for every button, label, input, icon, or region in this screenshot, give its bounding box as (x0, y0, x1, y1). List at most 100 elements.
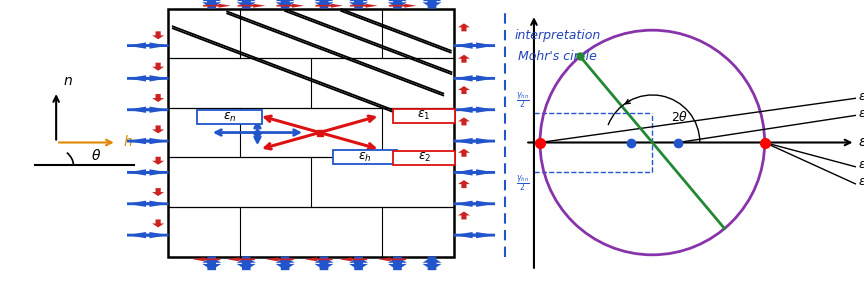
FancyArrow shape (454, 138, 495, 144)
FancyArrow shape (349, 256, 368, 270)
FancyArrow shape (458, 55, 470, 63)
FancyArrow shape (454, 75, 495, 82)
FancyArrow shape (227, 257, 255, 261)
FancyArrow shape (127, 201, 168, 207)
FancyArrow shape (454, 169, 495, 176)
FancyArrow shape (127, 169, 168, 176)
FancyArrow shape (266, 257, 294, 261)
Text: $\theta$: $\theta$ (91, 148, 101, 163)
FancyArrow shape (238, 4, 265, 8)
FancyArrow shape (237, 256, 256, 270)
FancyArrow shape (152, 125, 164, 133)
FancyArrow shape (458, 180, 470, 188)
FancyArrow shape (127, 42, 168, 49)
Bar (333, 150, 397, 164)
FancyArrow shape (202, 0, 221, 9)
FancyArrow shape (152, 219, 164, 227)
Text: h: h (124, 135, 132, 150)
FancyArrow shape (314, 256, 334, 270)
FancyArrow shape (276, 0, 295, 9)
FancyArrow shape (127, 232, 168, 238)
Text: $\varepsilon_h$: $\varepsilon_h$ (858, 177, 864, 190)
FancyArrow shape (152, 94, 164, 102)
FancyArrow shape (388, 0, 407, 9)
FancyArrow shape (314, 256, 334, 270)
FancyArrow shape (127, 201, 168, 207)
FancyArrow shape (202, 256, 221, 270)
FancyArrow shape (349, 256, 368, 270)
FancyArrow shape (458, 117, 470, 125)
FancyArrow shape (454, 42, 495, 49)
Text: $2\theta$: $2\theta$ (671, 110, 689, 124)
FancyArrow shape (152, 63, 164, 71)
FancyArrow shape (422, 256, 442, 270)
FancyArrow shape (127, 75, 168, 82)
FancyArrow shape (378, 257, 406, 261)
FancyArrow shape (458, 86, 470, 94)
FancyArrow shape (193, 257, 220, 261)
FancyArrow shape (458, 149, 470, 157)
FancyArrow shape (454, 201, 495, 207)
FancyArrow shape (127, 75, 168, 82)
FancyArrow shape (127, 42, 168, 49)
Text: $\varepsilon$: $\varepsilon$ (858, 135, 864, 150)
FancyArrow shape (349, 0, 368, 9)
Text: $\varepsilon_n$: $\varepsilon_n$ (223, 111, 236, 124)
FancyArrow shape (276, 256, 295, 270)
FancyArrow shape (454, 75, 495, 82)
FancyArrow shape (305, 257, 333, 261)
FancyArrow shape (349, 0, 368, 9)
FancyArrow shape (315, 4, 343, 8)
FancyArrow shape (388, 256, 407, 270)
FancyArrow shape (454, 232, 495, 238)
FancyArrow shape (127, 107, 168, 113)
FancyArrow shape (152, 188, 164, 196)
FancyArrow shape (454, 107, 495, 113)
FancyArrow shape (388, 0, 407, 9)
Text: Mohr's circle: Mohr's circle (518, 50, 597, 64)
Text: $\varepsilon_h$: $\varepsilon_h$ (359, 150, 372, 164)
FancyArrow shape (454, 201, 495, 207)
Text: $\varepsilon_1$: $\varepsilon_1$ (858, 160, 864, 173)
FancyArrow shape (237, 0, 256, 9)
FancyArrow shape (458, 211, 470, 219)
Text: $\varepsilon_2$: $\varepsilon_2$ (417, 151, 431, 164)
FancyArrow shape (454, 169, 495, 176)
FancyArrow shape (388, 256, 407, 270)
FancyArrow shape (202, 0, 221, 9)
FancyArrow shape (276, 0, 295, 9)
FancyArrow shape (127, 232, 168, 238)
Bar (393, 109, 455, 123)
Text: interpretation: interpretation (514, 29, 600, 42)
FancyArrow shape (276, 256, 295, 270)
FancyArrow shape (340, 257, 367, 261)
Bar (168, 9, 454, 256)
FancyArrow shape (127, 138, 168, 144)
FancyArrow shape (422, 0, 442, 9)
FancyArrow shape (454, 42, 495, 49)
FancyArrow shape (314, 0, 334, 9)
FancyArrow shape (422, 256, 442, 270)
FancyArrow shape (127, 138, 168, 144)
FancyArrow shape (454, 232, 495, 238)
FancyArrow shape (152, 31, 164, 39)
Bar (393, 151, 455, 165)
FancyArrow shape (350, 4, 378, 8)
FancyArrow shape (276, 4, 304, 8)
Bar (197, 110, 262, 124)
Text: $\varepsilon_1$: $\varepsilon_1$ (417, 109, 431, 122)
FancyArrow shape (127, 169, 168, 176)
FancyArrow shape (389, 4, 416, 8)
Text: $\varepsilon_n$: $\varepsilon_n$ (858, 109, 864, 122)
FancyArrow shape (237, 256, 256, 270)
FancyArrow shape (454, 107, 495, 113)
FancyArrow shape (314, 0, 334, 9)
FancyArrow shape (127, 107, 168, 113)
Text: n: n (63, 74, 72, 88)
Text: $\frac{\gamma_{hn}}{2}$: $\frac{\gamma_{hn}}{2}$ (516, 91, 530, 111)
Text: $\frac{\gamma_{hn}}{2}$: $\frac{\gamma_{hn}}{2}$ (516, 174, 530, 194)
FancyArrow shape (202, 256, 221, 270)
FancyArrow shape (237, 0, 256, 9)
FancyArrow shape (422, 0, 442, 9)
FancyArrow shape (203, 4, 231, 8)
